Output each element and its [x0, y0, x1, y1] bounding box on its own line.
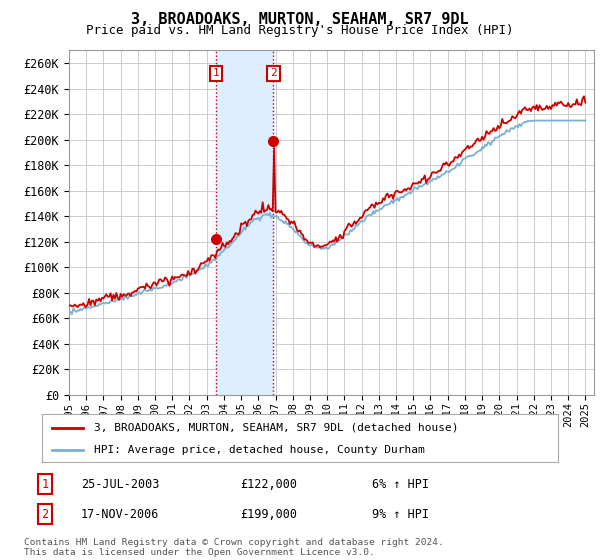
- Text: Price paid vs. HM Land Registry's House Price Index (HPI): Price paid vs. HM Land Registry's House …: [86, 24, 514, 36]
- Text: 1: 1: [41, 478, 49, 491]
- Text: 2: 2: [41, 507, 49, 521]
- Text: 1: 1: [213, 68, 220, 78]
- Text: 6% ↑ HPI: 6% ↑ HPI: [372, 478, 429, 491]
- Text: 3, BROADOAKS, MURTON, SEAHAM, SR7 9DL (detached house): 3, BROADOAKS, MURTON, SEAHAM, SR7 9DL (d…: [94, 423, 458, 433]
- Text: 25-JUL-2003: 25-JUL-2003: [81, 478, 160, 491]
- Text: Contains HM Land Registry data © Crown copyright and database right 2024.
This d: Contains HM Land Registry data © Crown c…: [24, 538, 444, 557]
- Text: 3, BROADOAKS, MURTON, SEAHAM, SR7 9DL: 3, BROADOAKS, MURTON, SEAHAM, SR7 9DL: [131, 12, 469, 27]
- Text: £199,000: £199,000: [240, 507, 297, 521]
- Bar: [217, 50, 274, 395]
- Text: HPI: Average price, detached house, County Durham: HPI: Average price, detached house, Coun…: [94, 445, 424, 455]
- Text: 9% ↑ HPI: 9% ↑ HPI: [372, 507, 429, 521]
- Text: 17-NOV-2006: 17-NOV-2006: [81, 507, 160, 521]
- Text: £122,000: £122,000: [240, 478, 297, 491]
- Text: 2: 2: [270, 68, 277, 78]
